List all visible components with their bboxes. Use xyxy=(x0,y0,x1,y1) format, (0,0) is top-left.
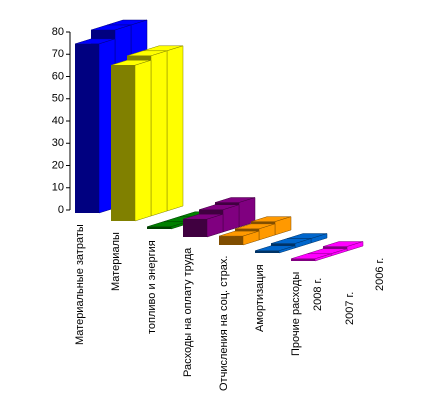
bar xyxy=(147,226,171,229)
bar xyxy=(255,250,279,253)
x-tick-label: Амортизация xyxy=(254,264,266,332)
y-tick-label: 80 xyxy=(52,26,64,38)
y-tick-label: 70 xyxy=(52,48,64,60)
y-tick-label: 10 xyxy=(52,182,64,194)
bar xyxy=(111,65,135,221)
y-tick-label: 0 xyxy=(58,204,64,216)
series-label: 2006 г. xyxy=(374,258,386,292)
bar-side xyxy=(150,50,168,217)
bar xyxy=(183,219,207,237)
bar-side xyxy=(222,204,240,233)
bar-side xyxy=(134,59,152,222)
x-tick-label: Материалы xyxy=(110,232,122,291)
y-tick-label: 20 xyxy=(52,159,64,171)
y-tick-label: 60 xyxy=(52,70,64,82)
bar xyxy=(75,43,99,214)
series-label: 2007 г. xyxy=(344,292,356,326)
bar xyxy=(291,258,315,261)
bar xyxy=(219,236,243,245)
y-tick-label: 50 xyxy=(52,93,64,105)
x-tick-label: Расходы на оплату труда xyxy=(182,248,194,378)
x-tick-label: топливо и энергия xyxy=(146,240,158,334)
bar-side xyxy=(166,45,184,212)
y-tick-label: 40 xyxy=(52,115,64,127)
x-tick-label: Материальные затраты xyxy=(74,224,86,345)
x-tick-label: Отчисления на соц. страх. xyxy=(218,256,230,392)
series-label: 2008 г. xyxy=(312,278,324,312)
y-tick-label: 30 xyxy=(52,137,64,149)
